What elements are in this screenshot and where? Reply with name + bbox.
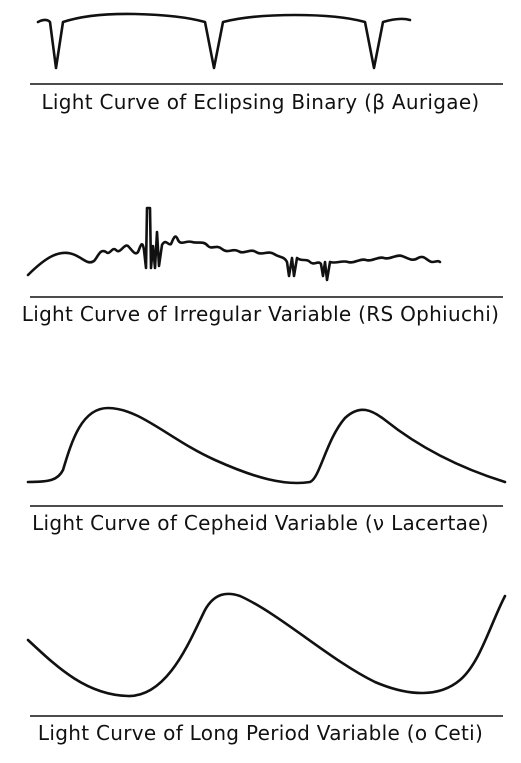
irregular-variable-curve xyxy=(26,206,442,282)
cepheid-variable-curve xyxy=(26,406,507,485)
long-period-variable-curve xyxy=(26,592,507,698)
long-period-variable-caption: Light Curve of Long Period Variable (o C… xyxy=(37,721,484,745)
cepheid-variable-caption: Light Curve of Cepheid Variable (ν Lacer… xyxy=(32,511,489,535)
eclipsing-binary-curve xyxy=(36,12,412,70)
eclipsing-binary-caption: Light Curve of Eclipsing Binary (β Aurig… xyxy=(41,90,480,114)
irregular-variable-caption: Light Curve of Irregular Variable (RS Op… xyxy=(21,302,500,326)
